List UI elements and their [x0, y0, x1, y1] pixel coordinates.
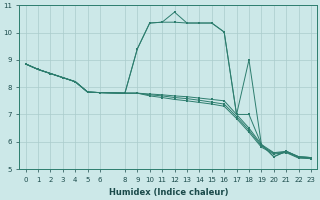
X-axis label: Humidex (Indice chaleur): Humidex (Indice chaleur): [108, 188, 228, 197]
